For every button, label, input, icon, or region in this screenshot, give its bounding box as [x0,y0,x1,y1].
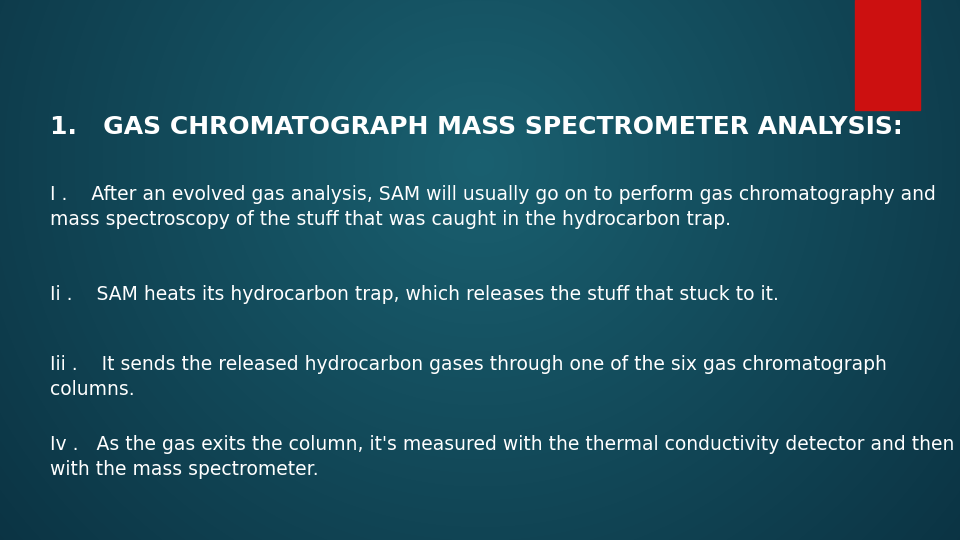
Text: 1.   GAS CHROMATOGRAPH MASS SPECTROMETER ANALYSIS:: 1. GAS CHROMATOGRAPH MASS SPECTROMETER A… [50,115,902,139]
Text: I .    After an evolved gas analysis, SAM will usually go on to perform gas chro: I . After an evolved gas analysis, SAM w… [50,185,936,229]
Bar [855,0,920,110]
Text: Iii .    It sends the released hydrocarbon gases through one of the six gas chro: Iii . It sends the released hydrocarbon … [50,355,887,399]
Text: Ii .    SAM heats its hydrocarbon trap, which releases the stuff that stuck to i: Ii . SAM heats its hydrocarbon trap, whi… [50,285,779,304]
Text: Iv .   As the gas exits the column, it's measured with the thermal conductivity : Iv . As the gas exits the column, it's m… [50,435,954,479]
